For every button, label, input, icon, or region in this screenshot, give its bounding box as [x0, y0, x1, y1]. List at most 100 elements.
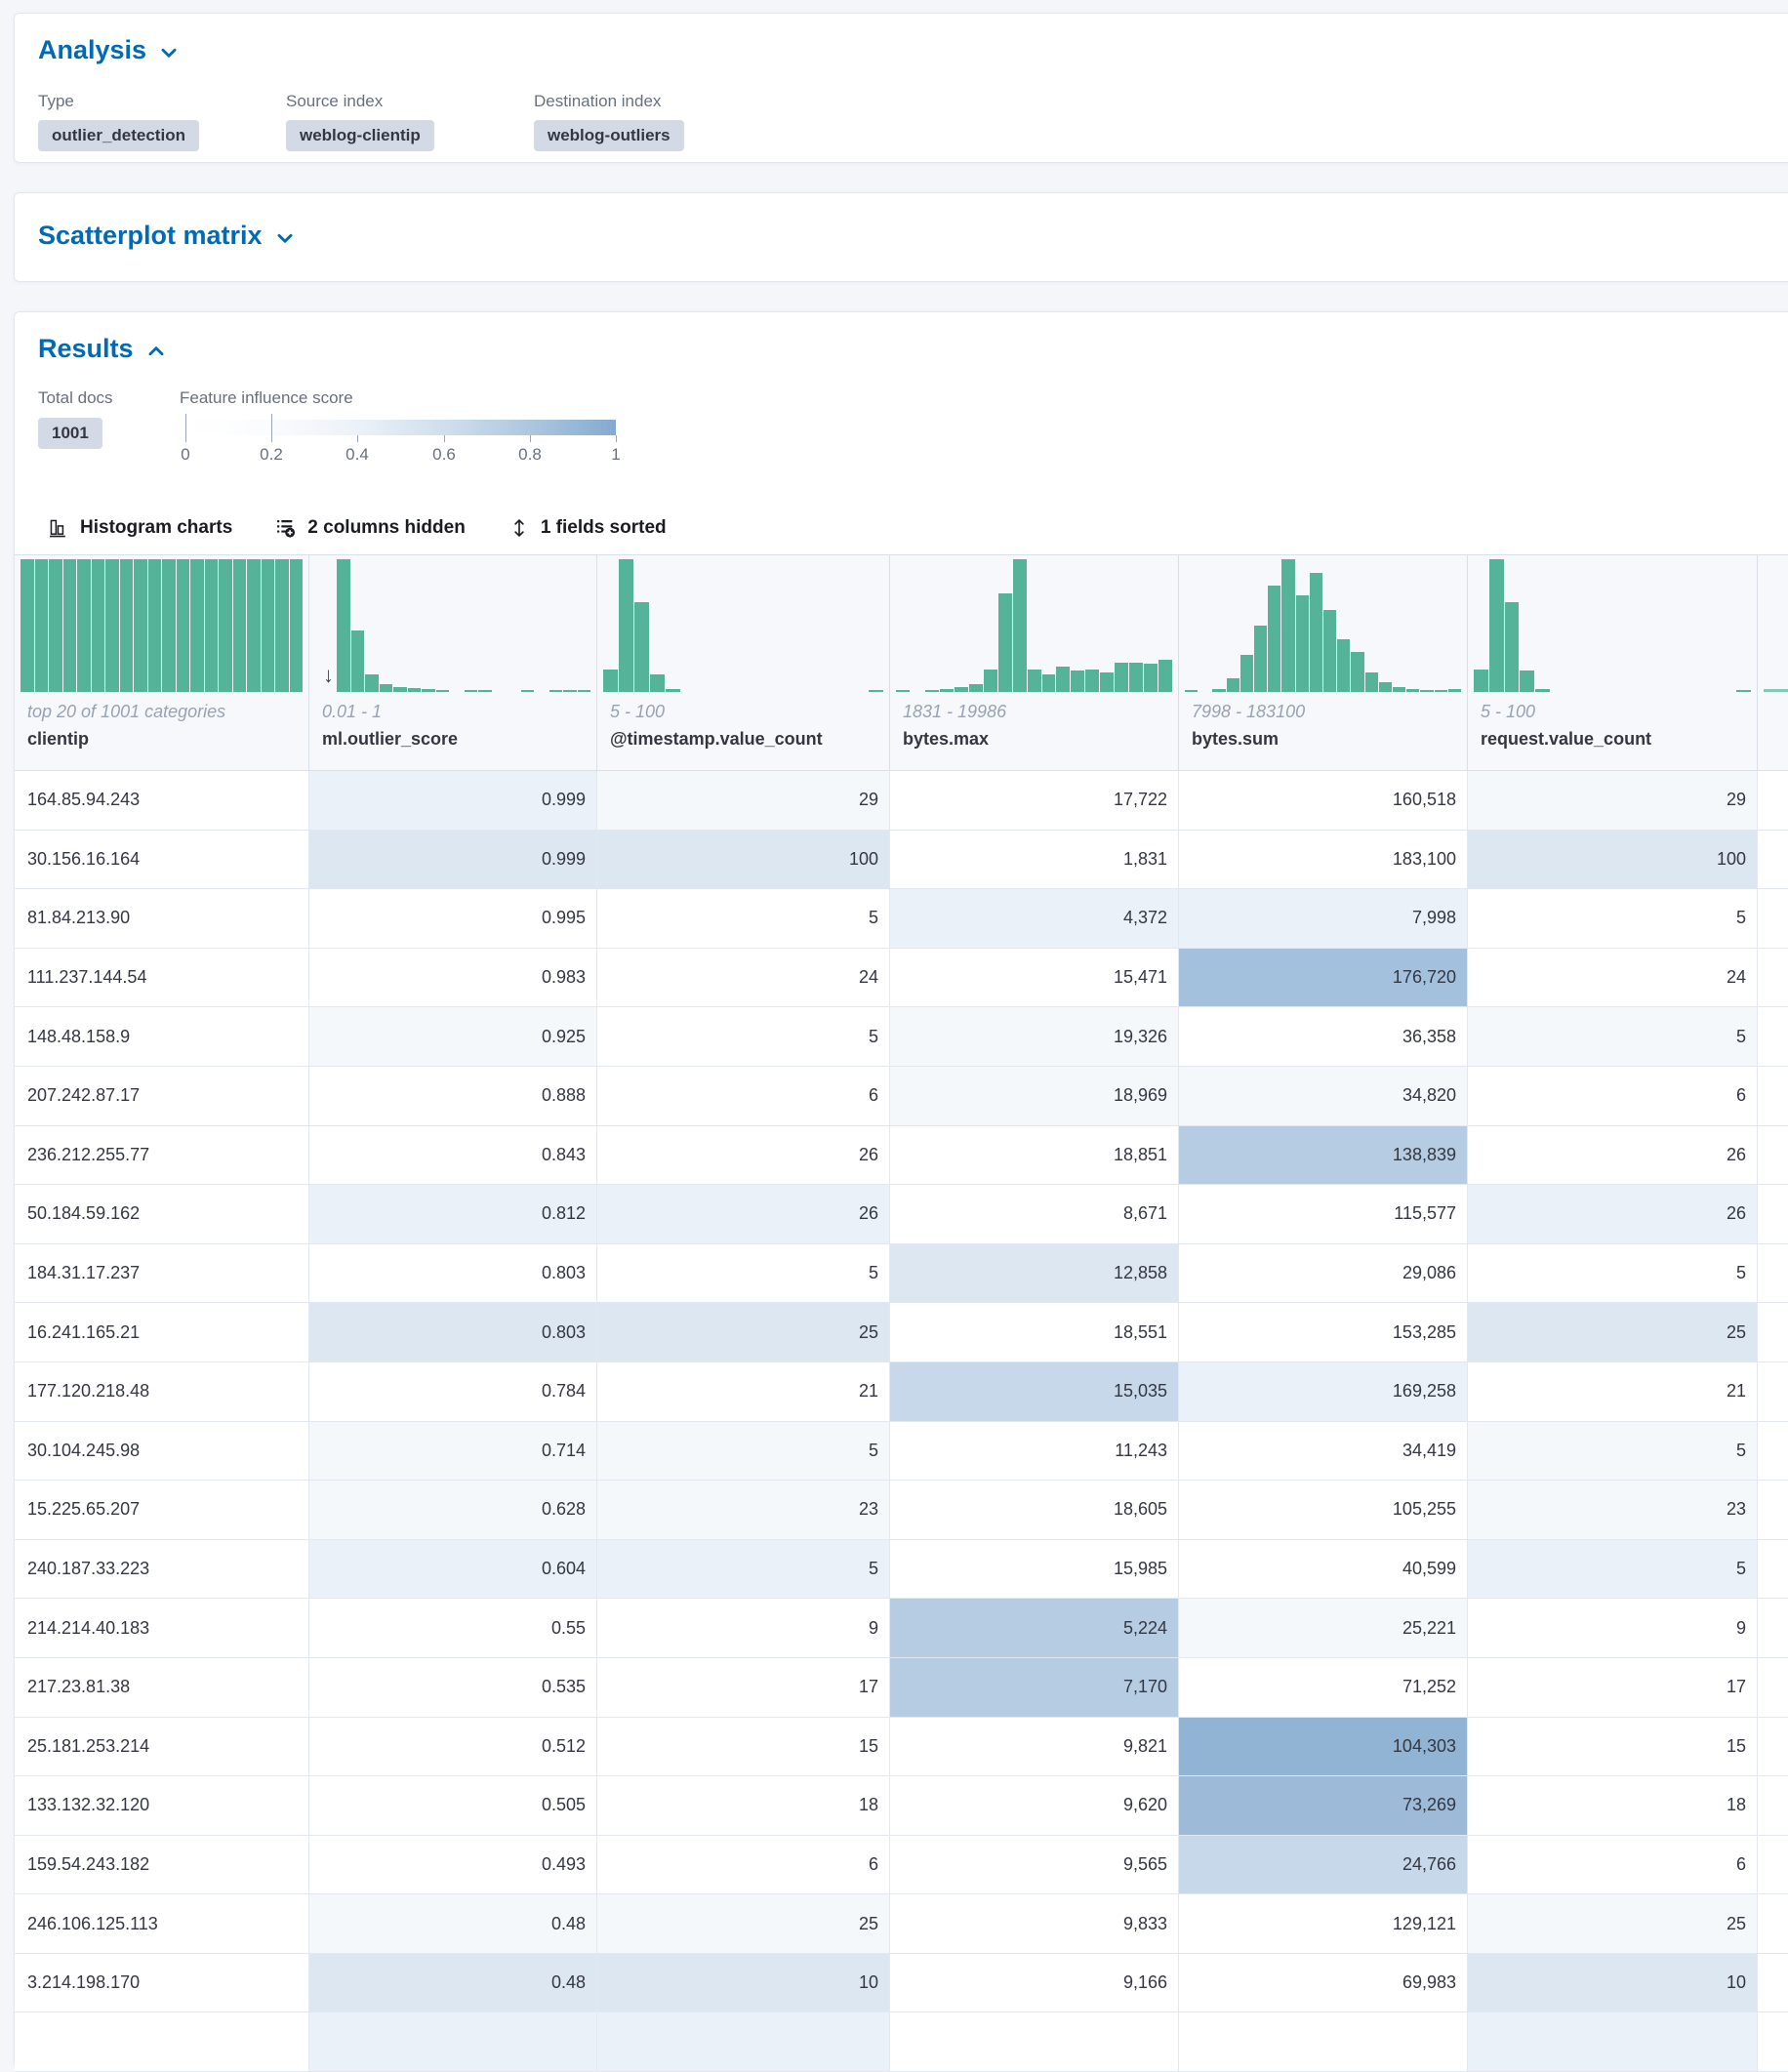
- grid-cell[interactable]: 0.48: [309, 1954, 597, 2013]
- grid-cell[interactable]: 0.983: [309, 949, 597, 1008]
- grid-cell[interactable]: [1758, 1894, 1788, 1954]
- grid-cell[interactable]: 0.784: [309, 1362, 597, 1422]
- grid-cell[interactable]: 0.812: [309, 1185, 597, 1244]
- grid-cell[interactable]: 6: [1468, 1067, 1758, 1126]
- column-header-clientip[interactable]: top 20 of 1001 categoriesclientip: [15, 555, 309, 770]
- grid-cell[interactable]: 25: [1468, 1303, 1758, 1362]
- grid-cell[interactable]: 115,577: [1179, 1185, 1468, 1244]
- grid-cell[interactable]: [1758, 771, 1788, 831]
- grid-cell-clientip[interactable]: 30.104.245.98: [15, 1422, 309, 1482]
- grid-cell[interactable]: 0.493: [309, 1836, 597, 1895]
- grid-cell-clientip[interactable]: 217.23.81.38: [15, 1658, 309, 1718]
- grid-cell[interactable]: 25,221: [1179, 1599, 1468, 1658]
- grid-cell-clientip[interactable]: 246.106.125.113: [15, 1894, 309, 1954]
- grid-cell[interactable]: 9,565: [890, 1836, 1179, 1895]
- grid-cell-clientip[interactable]: 184.31.17.237: [15, 1244, 309, 1304]
- grid-cell[interactable]: [1758, 1185, 1788, 1244]
- grid-cell[interactable]: 24: [1468, 949, 1758, 1008]
- column-header-ml-outlier-score[interactable]: ↓0.01 - 1ml.outlier_score: [309, 555, 597, 770]
- grid-cell-clientip[interactable]: 3.214.198.170: [15, 1954, 309, 2013]
- grid-cell[interactable]: 40,599: [1179, 1540, 1468, 1600]
- grid-cell[interactable]: 0.604: [309, 1540, 597, 1600]
- grid-cell[interactable]: 5: [597, 1244, 890, 1304]
- grid-cell[interactable]: 0.995: [309, 889, 597, 949]
- grid-cell[interactable]: 15: [597, 1718, 890, 1777]
- grid-cell[interactable]: 29,086: [1179, 1244, 1468, 1304]
- grid-cell-clientip[interactable]: [15, 2012, 309, 2072]
- grid-cell[interactable]: 18: [1468, 1776, 1758, 1836]
- grid-cell[interactable]: 5,224: [890, 1599, 1179, 1658]
- grid-cell[interactable]: 9,166: [890, 1954, 1179, 2013]
- grid-cell[interactable]: 5: [1468, 1007, 1758, 1067]
- grid-cell[interactable]: 34,820: [1179, 1067, 1468, 1126]
- grid-cell[interactable]: 69,983: [1179, 1954, 1468, 2013]
- grid-cell[interactable]: 17: [1468, 1658, 1758, 1718]
- scatterplot-section-toggle[interactable]: Scatterplot matrix: [38, 221, 296, 251]
- grid-cell-clientip[interactable]: 30.156.16.164: [15, 831, 309, 890]
- grid-cell[interactable]: 0.999: [309, 831, 597, 890]
- histogram-charts-button[interactable]: Histogram charts: [48, 517, 232, 539]
- grid-cell[interactable]: [1468, 2012, 1758, 2072]
- grid-cell[interactable]: 1,831: [890, 831, 1179, 890]
- grid-cell[interactable]: 15,985: [890, 1540, 1179, 1600]
- grid-cell[interactable]: [1758, 1126, 1788, 1186]
- grid-cell[interactable]: 25: [597, 1894, 890, 1954]
- grid-cell[interactable]: [1179, 2012, 1468, 2072]
- grid-cell[interactable]: 18,851: [890, 1126, 1179, 1186]
- grid-cell[interactable]: 105,255: [1179, 1481, 1468, 1540]
- grid-cell-clientip[interactable]: 164.85.94.243: [15, 771, 309, 831]
- grid-cell[interactable]: 24: [597, 949, 890, 1008]
- grid-cell[interactable]: 100: [1468, 831, 1758, 890]
- grid-cell[interactable]: [1758, 949, 1788, 1008]
- grid-cell[interactable]: [1758, 1776, 1788, 1836]
- grid-cell[interactable]: 9: [1468, 1599, 1758, 1658]
- grid-cell[interactable]: 153,285: [1179, 1303, 1468, 1362]
- grid-cell[interactable]: [1758, 1067, 1788, 1126]
- grid-cell[interactable]: 26: [1468, 1185, 1758, 1244]
- grid-cell[interactable]: 160,518: [1179, 771, 1468, 831]
- grid-cell[interactable]: 26: [597, 1126, 890, 1186]
- grid-cell[interactable]: 5: [597, 889, 890, 949]
- grid-cell[interactable]: 26: [597, 1185, 890, 1244]
- grid-cell-clientip[interactable]: 50.184.59.162: [15, 1185, 309, 1244]
- grid-cell[interactable]: 0.999: [309, 771, 597, 831]
- grid-cell[interactable]: 9,620: [890, 1776, 1179, 1836]
- grid-cell[interactable]: 6: [1468, 1836, 1758, 1895]
- grid-cell[interactable]: 71,252: [1179, 1658, 1468, 1718]
- grid-cell[interactable]: 9,833: [890, 1894, 1179, 1954]
- grid-cell[interactable]: [1758, 1658, 1788, 1718]
- grid-cell-clientip[interactable]: 16.241.165.21: [15, 1303, 309, 1362]
- grid-cell-clientip[interactable]: 214.214.40.183: [15, 1599, 309, 1658]
- grid-cell[interactable]: 21: [597, 1362, 890, 1422]
- grid-cell[interactable]: [1758, 1599, 1788, 1658]
- grid-cell[interactable]: 29: [1468, 771, 1758, 831]
- grid-cell[interactable]: 0.628: [309, 1481, 597, 1540]
- grid-cell[interactable]: 5: [1468, 1422, 1758, 1482]
- grid-cell[interactable]: [1758, 1244, 1788, 1304]
- grid-cell[interactable]: [1758, 1540, 1788, 1600]
- grid-cell[interactable]: [597, 2012, 890, 2072]
- grid-cell[interactable]: [1758, 1007, 1788, 1067]
- grid-cell[interactable]: 12,858: [890, 1244, 1179, 1304]
- column-header-bytes-sum[interactable]: 7998 - 183100bytes.sum: [1179, 555, 1468, 770]
- grid-cell-clientip[interactable]: 236.212.255.77: [15, 1126, 309, 1186]
- grid-cell[interactable]: 138,839: [1179, 1126, 1468, 1186]
- grid-cell[interactable]: 34,419: [1179, 1422, 1468, 1482]
- grid-cell[interactable]: 23: [1468, 1481, 1758, 1540]
- grid-cell[interactable]: [1758, 1481, 1788, 1540]
- grid-cell[interactable]: 25: [1468, 1894, 1758, 1954]
- grid-cell[interactable]: 0.55: [309, 1599, 597, 1658]
- grid-cell[interactable]: 0.714: [309, 1422, 597, 1482]
- grid-cell-clientip[interactable]: 148.48.158.9: [15, 1007, 309, 1067]
- grid-cell[interactable]: 9: [597, 1599, 890, 1658]
- grid-cell[interactable]: 21: [1468, 1362, 1758, 1422]
- grid-cell[interactable]: 0.48: [309, 1894, 597, 1954]
- column-header-next-column-partial[interactable]: [1758, 555, 1788, 770]
- grid-cell[interactable]: 0.803: [309, 1244, 597, 1304]
- grid-cell-clientip[interactable]: 240.187.33.223: [15, 1540, 309, 1600]
- grid-cell[interactable]: 73,269: [1179, 1776, 1468, 1836]
- grid-cell[interactable]: 18,605: [890, 1481, 1179, 1540]
- grid-cell[interactable]: 8,671: [890, 1185, 1179, 1244]
- grid-cell[interactable]: 7,998: [1179, 889, 1468, 949]
- grid-cell[interactable]: 6: [597, 1067, 890, 1126]
